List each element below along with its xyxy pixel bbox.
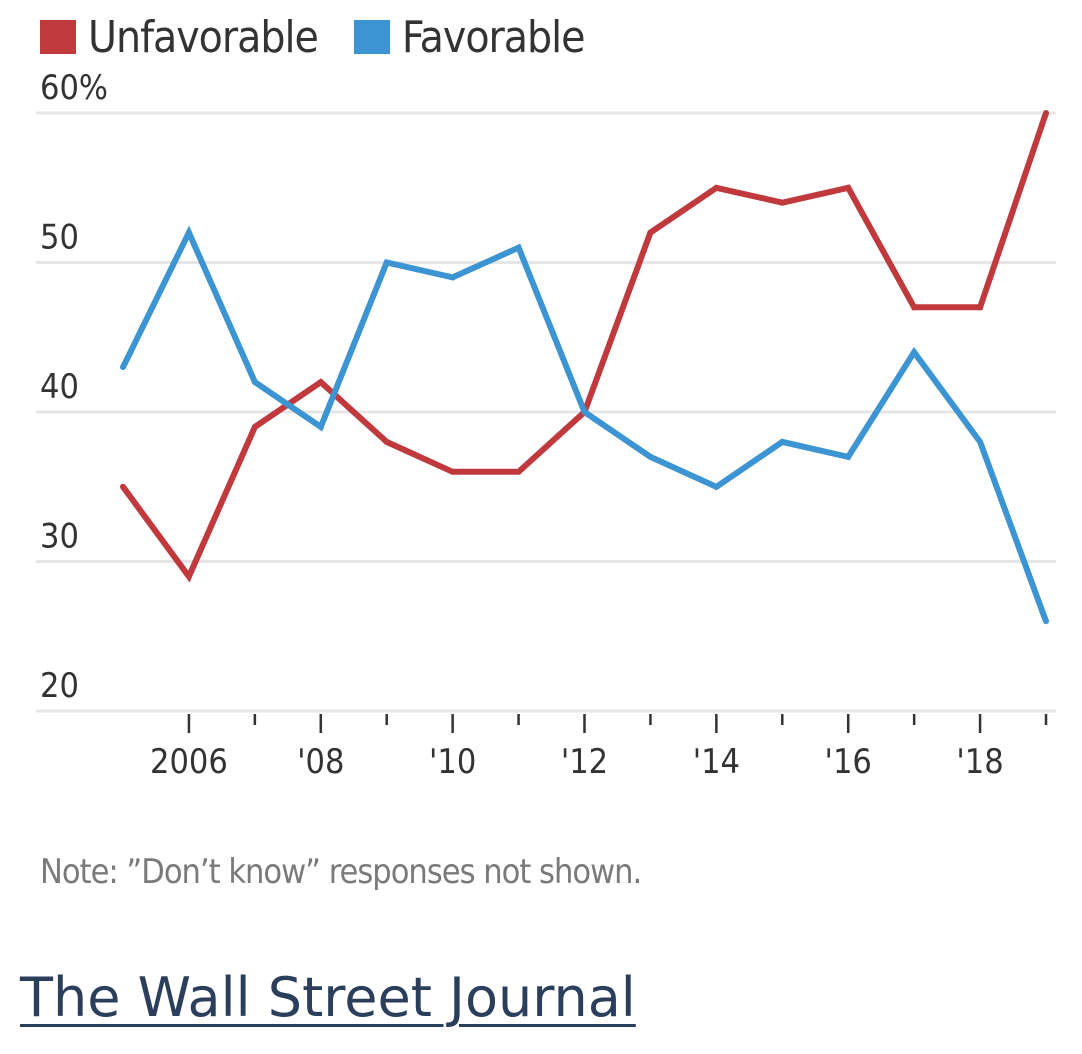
data-point-favorable	[845, 453, 852, 460]
legend-item-favorable: Favorable	[353, 11, 586, 63]
data-point-unfavorable	[383, 438, 390, 445]
x-tick-label: '12	[561, 742, 608, 782]
chart-legend: Unfavorable Favorable	[40, 11, 621, 63]
legend-swatch-favorable	[353, 20, 390, 54]
data-point-favorable	[647, 453, 654, 460]
data-point-unfavorable	[647, 229, 654, 236]
data-point-unfavorable	[911, 304, 918, 311]
data-point-favorable	[185, 229, 192, 236]
x-tick-label: 2006	[150, 742, 228, 782]
data-point-unfavorable	[120, 483, 126, 490]
x-tick-label: '08	[297, 742, 344, 782]
data-point-favorable	[251, 379, 258, 386]
data-point-favorable	[383, 259, 390, 266]
data-point-favorable	[713, 483, 720, 490]
data-point-unfavorable	[713, 184, 720, 191]
data-point-favorable	[120, 364, 126, 371]
data-point-favorable	[779, 438, 786, 445]
x-axis: 2006 '08 '10 '12 '14 '16 '18	[150, 714, 1048, 782]
legend-item-unfavorable: Unfavorable	[40, 11, 319, 63]
y-tick-label: 30	[40, 517, 79, 557]
x-tick-label: '18	[956, 742, 1003, 782]
line-chart: 60% 50 40 30 20 2006 '08 '10 '12 '14 '16 '18	[36, 68, 1056, 782]
data-point-favorable	[1043, 618, 1049, 625]
data-point-unfavorable	[449, 468, 456, 475]
data-point-unfavorable	[779, 199, 786, 206]
data-point-unfavorable	[515, 468, 522, 475]
y-tick-label: 60%	[40, 68, 108, 108]
y-axis-tick-labels: 60% 50 40 30 20	[40, 68, 108, 706]
legend-label-unfavorable: Unfavorable	[88, 11, 319, 63]
legend-label-favorable: Favorable	[401, 11, 586, 63]
data-point-favorable	[977, 438, 984, 445]
data-point-unfavorable	[845, 184, 852, 191]
data-point-favorable	[515, 244, 522, 251]
y-tick-label: 50	[40, 218, 79, 258]
data-point-unfavorable	[251, 423, 258, 430]
legend-swatch-unfavorable	[40, 20, 76, 54]
series-lines	[120, 110, 1049, 625]
x-tick-label: '16	[825, 742, 872, 782]
data-point-unfavorable	[977, 304, 984, 311]
data-point-unfavorable	[185, 573, 192, 580]
data-point-favorable	[581, 409, 588, 415]
gridlines	[36, 111, 1056, 713]
source-link[interactable]: The Wall Street Journal	[20, 966, 636, 1029]
y-tick-label: 40	[40, 367, 79, 407]
data-point-favorable	[449, 274, 456, 281]
series-line-unfavorable	[120, 112, 1049, 583]
data-point-favorable	[911, 349, 918, 356]
x-tick-label: '14	[693, 742, 740, 782]
data-point-unfavorable	[1043, 110, 1049, 116]
data-point-favorable	[317, 423, 324, 430]
data-point-unfavorable	[317, 379, 324, 386]
chart-note: Note: ”Don’t know” responses not shown.	[40, 852, 642, 892]
y-tick-label: 20	[40, 666, 79, 706]
x-tick-label: '10	[429, 742, 476, 782]
